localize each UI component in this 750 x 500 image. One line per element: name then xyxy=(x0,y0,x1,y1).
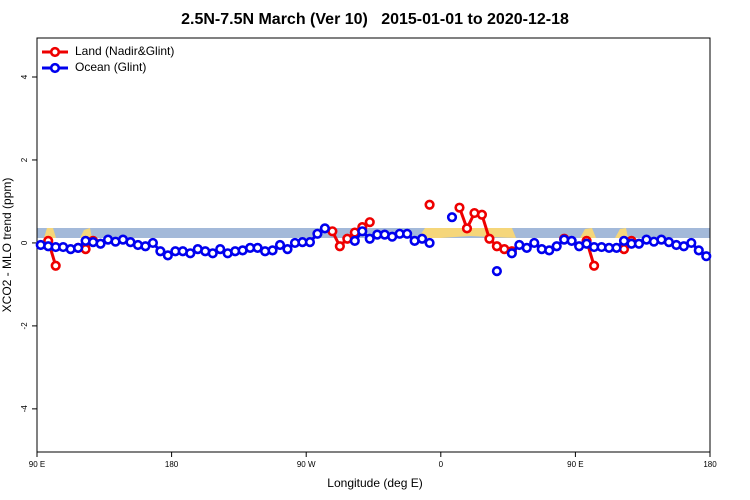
data-point xyxy=(349,235,360,246)
data-point xyxy=(476,209,488,220)
data-point xyxy=(357,226,368,237)
data-point xyxy=(417,233,428,244)
land-shape xyxy=(580,228,596,238)
chart-title: 2.5N-7.5N March (Ver 10) 2015-01-01 to 2… xyxy=(181,11,569,28)
x-tick-label: 180 xyxy=(165,460,179,469)
data-point xyxy=(424,237,435,249)
data-point xyxy=(484,233,495,244)
x-tick-label: 90 E xyxy=(29,460,45,469)
data-point xyxy=(215,244,226,255)
data-point xyxy=(611,242,622,254)
data-point xyxy=(566,235,577,246)
data-point xyxy=(701,251,712,262)
y-tick-label: -2 xyxy=(20,322,29,330)
land-shape xyxy=(80,228,92,238)
land-shape xyxy=(615,228,628,238)
data-point xyxy=(267,245,278,256)
data-point xyxy=(544,245,555,256)
data-point xyxy=(521,242,532,254)
data-point xyxy=(334,241,345,252)
y-tick-label: 0 xyxy=(20,240,29,245)
y-tick-label: 2 xyxy=(20,157,29,162)
x-tick-label: 0 xyxy=(439,460,444,469)
data-point xyxy=(506,248,517,259)
data-point xyxy=(529,237,540,249)
data-point xyxy=(551,241,562,252)
data-point xyxy=(95,238,106,249)
data-point xyxy=(304,236,316,248)
x-axis-title: Longitude (deg E) xyxy=(327,476,422,490)
data-point xyxy=(319,223,330,234)
y-tick-label: -4 xyxy=(20,405,29,413)
data-point xyxy=(693,245,704,256)
data-point xyxy=(424,199,435,210)
data-point xyxy=(162,250,173,261)
data-point xyxy=(454,202,465,213)
legend-label: Ocean (Glint) xyxy=(75,60,146,74)
data-point xyxy=(282,244,293,255)
data-point xyxy=(147,237,159,249)
y-tick-label: 4 xyxy=(20,74,29,79)
land-shape xyxy=(44,228,56,238)
data-point xyxy=(491,266,502,277)
x-tick-label: 90 W xyxy=(297,460,316,469)
data-point xyxy=(364,217,375,228)
data-point xyxy=(461,223,473,234)
legend-label: Land (Nadir&Glint) xyxy=(75,44,174,58)
data-point xyxy=(73,242,84,254)
data-point xyxy=(633,238,645,249)
data-point xyxy=(686,237,697,249)
data-point xyxy=(446,212,458,223)
y-axis-title: XCO2 - MLO trend (ppm) xyxy=(0,178,14,313)
data-point xyxy=(364,233,375,244)
data-point xyxy=(207,248,218,259)
data-point xyxy=(402,228,413,239)
data-point xyxy=(274,239,286,251)
data-point xyxy=(312,228,323,239)
data-point xyxy=(50,260,61,271)
data-point xyxy=(155,246,166,257)
x-tick-label: 180 xyxy=(703,460,717,469)
data-point xyxy=(588,260,600,271)
x-tick-label: 90 E xyxy=(567,460,583,469)
legend-marker xyxy=(49,46,61,58)
data-point xyxy=(185,248,196,259)
legend-marker xyxy=(49,62,61,74)
